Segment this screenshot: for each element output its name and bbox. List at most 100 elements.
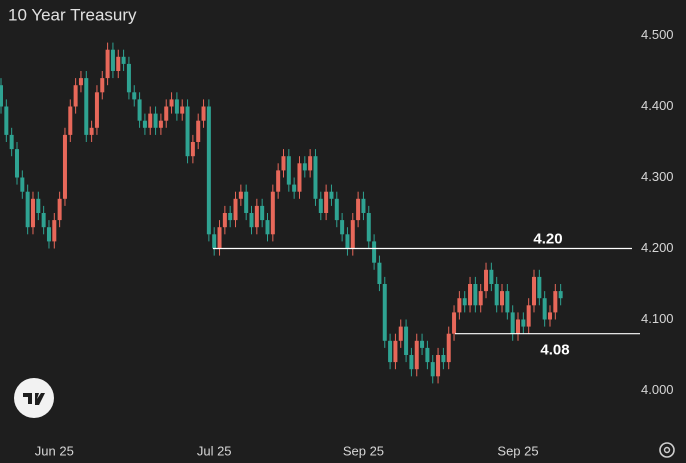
- candle-body: [116, 56, 121, 71]
- candle-body: [73, 85, 78, 107]
- candle-body: [318, 198, 323, 213]
- candle-body: [372, 241, 377, 263]
- candle-body: [212, 234, 217, 249]
- candle-body: [366, 213, 371, 242]
- candle-body: [126, 63, 131, 93]
- candle-body: [100, 78, 105, 93]
- candle-body: [217, 227, 222, 249]
- candle-body: [516, 319, 521, 334]
- candle-body: [30, 198, 35, 228]
- candle-body: [409, 355, 414, 370]
- y-tick-label: 4.500: [641, 27, 674, 42]
- candle-body: [553, 291, 558, 313]
- candle-body: [302, 163, 307, 171]
- x-tick-label: Sep 25: [497, 443, 538, 458]
- level-label: 4.08: [540, 342, 569, 359]
- candle-body: [121, 56, 126, 64]
- x-tick-label: Jun 25: [35, 443, 74, 458]
- candle-body: [84, 78, 89, 135]
- candle-body: [174, 99, 179, 114]
- candle-body: [238, 191, 243, 199]
- candle-body: [473, 284, 478, 306]
- candle-body: [420, 340, 425, 348]
- candle-body: [222, 213, 227, 228]
- candle-body: [521, 319, 526, 327]
- y-tick-label: 4.000: [641, 382, 674, 397]
- candle-body: [9, 134, 14, 150]
- candle-body: [78, 78, 83, 86]
- candle-body: [542, 298, 547, 320]
- candle-body: [190, 142, 195, 157]
- candle-body: [206, 106, 211, 235]
- candle-body: [404, 326, 409, 355]
- level-label: 4.20: [533, 230, 562, 247]
- candle-body: [382, 284, 387, 341]
- candle-body: [46, 227, 51, 242]
- candle-body: [185, 106, 190, 157]
- candle-body: [276, 170, 281, 192]
- candle-body: [537, 276, 542, 299]
- candle-body: [153, 113, 158, 128]
- candle-body: [505, 291, 510, 313]
- candle-body: [457, 298, 462, 313]
- candle-body: [180, 106, 185, 114]
- watermark-logo: [14, 378, 54, 418]
- candle-body: [452, 312, 457, 334]
- candle-body: [500, 291, 505, 306]
- candle-body: [148, 113, 153, 128]
- candle-body: [158, 120, 163, 128]
- candle-body: [441, 355, 446, 363]
- candle-body: [244, 191, 249, 213]
- candle-body: [36, 198, 41, 213]
- x-tick-label: Jul 25: [197, 443, 232, 458]
- candle-body: [308, 156, 313, 171]
- candle-body: [393, 340, 398, 363]
- candle-body: [526, 305, 531, 327]
- candle-body: [4, 106, 9, 135]
- candle-body: [25, 191, 30, 228]
- candle-body: [292, 184, 297, 192]
- candle-body: [201, 106, 206, 121]
- candle-body: [414, 340, 419, 370]
- candle-body: [313, 156, 318, 199]
- candle-body: [164, 106, 169, 121]
- y-tick-label: 4.400: [641, 98, 674, 113]
- candle-body: [356, 198, 361, 221]
- candle-body: [249, 213, 254, 228]
- candle-body: [68, 106, 73, 135]
- settings-icon[interactable]: [659, 442, 675, 458]
- candle-body: [334, 198, 339, 221]
- candle-body: [350, 220, 355, 249]
- candle-body: [398, 326, 403, 341]
- candle-body: [340, 220, 345, 235]
- y-tick-label: 4.200: [641, 240, 674, 255]
- candle-body: [489, 269, 494, 284]
- candle-body: [110, 49, 115, 71]
- candle-body: [468, 284, 473, 306]
- candle-body: [52, 220, 57, 242]
- candle-body: [270, 191, 275, 235]
- candle-body: [57, 198, 62, 221]
- candle-body: [484, 269, 489, 292]
- candle-body: [94, 92, 99, 128]
- candle-body: [425, 347, 430, 363]
- candle-body: [254, 205, 259, 228]
- y-tick-label: 4.100: [641, 311, 674, 326]
- candle-body: [169, 99, 174, 107]
- y-tick-label: 4.300: [641, 169, 674, 184]
- chart-title: 10 Year Treasury: [8, 5, 137, 24]
- candle-body: [265, 220, 270, 235]
- candle-body: [62, 134, 67, 199]
- candle-body: [233, 198, 238, 221]
- candle-body: [137, 99, 142, 121]
- candle-body: [361, 198, 366, 213]
- candle-body: [260, 205, 265, 221]
- candle-body: [430, 362, 435, 377]
- candle-body: [494, 284, 499, 306]
- candle-body: [532, 276, 536, 306]
- candle-body: [329, 191, 334, 199]
- candle-body: [462, 298, 467, 306]
- candle-body: [510, 312, 515, 334]
